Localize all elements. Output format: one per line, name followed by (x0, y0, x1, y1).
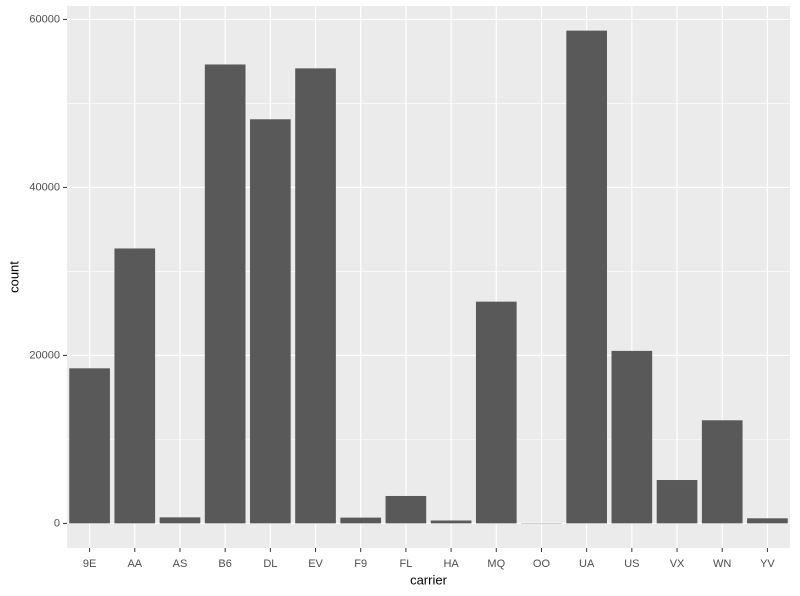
bar (656, 480, 698, 524)
x-tick-label: VX (670, 558, 685, 570)
bar (701, 420, 743, 524)
bar (114, 248, 156, 524)
x-tick-label: EV (308, 558, 323, 570)
x-tick-label: OO (533, 558, 551, 570)
bar (385, 495, 427, 524)
x-axis-title: carrier (410, 572, 448, 587)
y-tick-label: 0 (54, 517, 60, 529)
x-tick-label: YV (760, 558, 775, 570)
x-tick-label: MQ (487, 558, 505, 570)
x-tick-label: 9E (83, 558, 96, 570)
x-tick-label: B6 (218, 558, 231, 570)
x-tick-label: AS (173, 558, 188, 570)
x-tick-label: FL (399, 558, 412, 570)
x-tick-label: UA (579, 558, 595, 570)
y-tick-label: 60000 (29, 13, 60, 25)
x-tick-label: US (624, 558, 639, 570)
bar (566, 30, 607, 524)
x-tick-label: F9 (354, 558, 367, 570)
bar (295, 68, 336, 524)
bar (340, 517, 382, 524)
bar (204, 64, 246, 524)
x-tick-label: DL (263, 558, 277, 570)
bar (430, 520, 472, 524)
bar (250, 119, 291, 524)
x-tick-label: HA (443, 558, 459, 570)
y-tick-label: 20000 (29, 349, 60, 361)
bar (159, 517, 201, 524)
y-axis-title: count (6, 261, 21, 293)
bar (747, 518, 788, 524)
panel (67, 6, 790, 548)
y-tick-label: 40000 (29, 181, 60, 193)
bar (611, 350, 653, 524)
bar (69, 368, 110, 524)
x-tick-label: WN (713, 558, 731, 570)
bar (475, 301, 517, 524)
x-tick-label: AA (127, 558, 142, 570)
